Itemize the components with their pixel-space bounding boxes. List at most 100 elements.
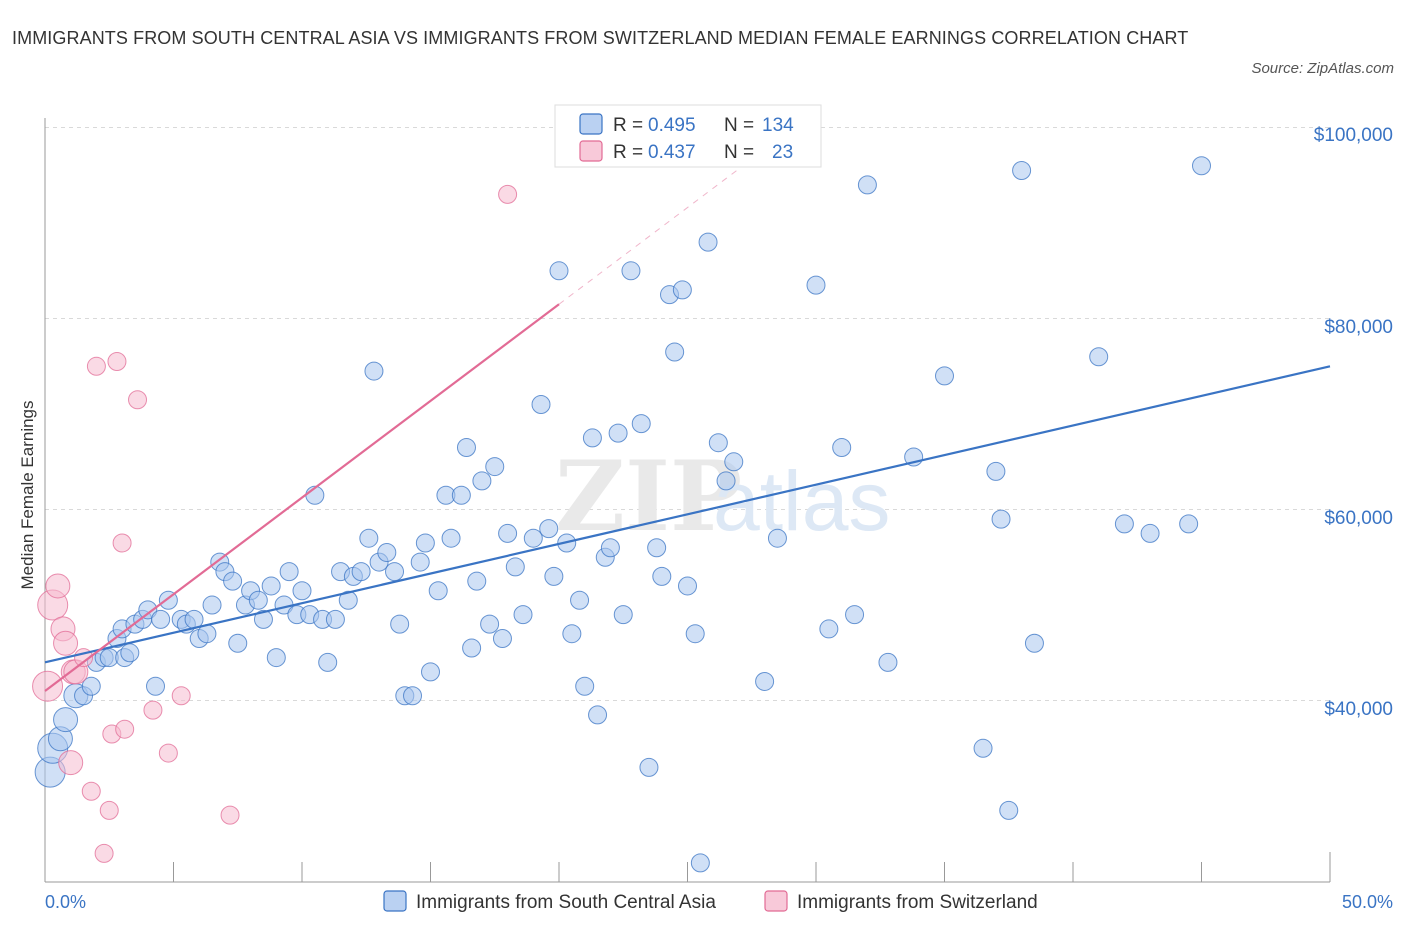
point-south-central-asia-13 [120, 643, 140, 663]
point-south-central-asia-59 [421, 662, 440, 682]
x-axis-ticks [44, 852, 1331, 882]
point-south-central-asia-52 [377, 543, 397, 563]
y-axis-tick-labels: $100,000 $80,000 $60,000 $40,000 [1314, 125, 1393, 720]
point-south-central-asia-106 [806, 275, 826, 295]
point-south-central-asia-104 [755, 671, 775, 691]
point-south-central-asia-92 [647, 538, 667, 558]
legend-n-value-blue: 134 [762, 115, 794, 136]
point-south-central-asia-86 [600, 538, 620, 558]
point-south-central-asia-89 [621, 261, 641, 281]
point-south-central-asia-34 [261, 576, 281, 596]
series-south-central-asia-points [34, 156, 1211, 873]
point-south-central-asia-16 [138, 600, 158, 620]
point-south-central-asia-108 [832, 437, 852, 457]
point-south-central-asia-97 [678, 576, 697, 596]
point-south-central-asia-62 [441, 528, 461, 548]
x-tick-label-max: 50.0% [1342, 892, 1393, 912]
point-switzerland-4 [53, 630, 79, 656]
legend-n-label-blue: N = [724, 115, 754, 136]
bottom-legend-swatch-pink [764, 890, 788, 912]
point-south-central-asia-73 [513, 605, 533, 625]
trend-line-switzerland-extension [558, 158, 753, 305]
point-south-central-asia-110 [857, 175, 877, 195]
point-south-central-asia-111 [878, 652, 898, 672]
point-south-central-asia-6 [81, 676, 101, 696]
point-switzerland-22 [498, 184, 518, 204]
legend-r-value-blue: 0.495 [648, 115, 696, 136]
point-switzerland-2 [45, 573, 71, 599]
y-tick-label-40000: $40,000 [1324, 699, 1393, 720]
point-south-central-asia-18 [151, 609, 171, 629]
bottom-legend-label-blue: Immigrants from South Central Asia [416, 892, 716, 913]
watermark-zip: ZIP [555, 440, 742, 553]
watermark: ZIP atlas [555, 440, 890, 553]
point-south-central-asia-70 [492, 628, 512, 648]
bottom-legend-swatch-blue [383, 890, 407, 912]
point-switzerland-21 [220, 805, 240, 825]
y-axis-title: Median Female Earnings [18, 401, 37, 590]
point-south-central-asia-17 [146, 676, 166, 696]
y-tick-label-100000: $100,000 [1314, 125, 1393, 146]
y-tick-label-60000: $60,000 [1324, 508, 1393, 529]
point-switzerland-12 [99, 800, 119, 820]
series-switzerland-points [32, 184, 518, 863]
y-tick-label-80000: $80,000 [1324, 317, 1393, 338]
point-south-central-asia-88 [613, 605, 633, 625]
point-switzerland-15 [112, 533, 132, 553]
point-south-central-asia-35 [266, 648, 286, 668]
point-south-central-asia-75 [531, 395, 551, 414]
point-switzerland-5 [58, 750, 84, 776]
point-south-central-asia-39 [292, 581, 312, 601]
point-south-central-asia-81 [570, 590, 590, 610]
point-switzerland-14 [107, 352, 127, 372]
point-south-central-asia-124 [1192, 156, 1211, 176]
point-switzerland-16 [115, 719, 135, 739]
point-south-central-asia-121 [1114, 514, 1134, 534]
point-south-central-asia-74 [523, 528, 543, 548]
bottom-legend-label-pink: Immigrants from Switzerland [797, 892, 1038, 913]
point-south-central-asia-58 [415, 533, 435, 553]
trend-line-south-central-asia [44, 365, 1331, 664]
point-south-central-asia-44 [325, 609, 345, 629]
point-south-central-asia-105 [767, 528, 787, 548]
point-south-central-asia-64 [456, 437, 476, 457]
point-switzerland-18 [143, 700, 163, 720]
point-south-central-asia-67 [472, 471, 492, 491]
grid-lines [45, 127, 1330, 702]
point-south-central-asia-80 [562, 624, 582, 644]
point-south-central-asia-32 [248, 590, 268, 610]
source-label: Source: ZipAtlas.com [1251, 60, 1394, 77]
trend-line-switzerland [44, 303, 560, 692]
point-switzerland-0 [32, 670, 64, 702]
point-south-central-asia-102 [716, 471, 736, 491]
point-south-central-asia-95 [665, 342, 685, 362]
point-south-central-asia-119 [1024, 633, 1044, 653]
point-switzerland-10 [86, 356, 106, 376]
point-south-central-asia-49 [359, 528, 379, 548]
point-south-central-asia-122 [1140, 523, 1160, 543]
point-south-central-asia-37 [279, 562, 299, 582]
point-south-central-asia-93 [652, 566, 672, 586]
point-south-central-asia-54 [390, 614, 410, 634]
point-south-central-asia-3 [53, 707, 79, 733]
point-south-central-asia-120 [1089, 347, 1109, 367]
point-south-central-asia-99 [690, 853, 710, 873]
point-south-central-asia-113 [935, 366, 954, 386]
point-south-central-asia-118 [1012, 161, 1032, 181]
chart-title: IMMIGRANTS FROM SOUTH CENTRAL ASIA VS IM… [12, 28, 1189, 48]
point-south-central-asia-46 [338, 590, 358, 610]
point-south-central-asia-65 [462, 638, 482, 658]
point-switzerland-9 [81, 781, 101, 801]
point-south-central-asia-98 [685, 624, 705, 644]
legend-r-label-blue: R = [613, 115, 643, 136]
point-south-central-asia-60 [428, 581, 448, 601]
point-south-central-asia-109 [845, 605, 865, 625]
legend-swatch-blue [579, 113, 603, 135]
point-south-central-asia-48 [351, 562, 371, 582]
point-south-central-asia-116 [991, 509, 1011, 529]
series-legend: Immigrants from South Central Asia Immig… [383, 890, 1038, 913]
point-switzerland-19 [158, 743, 178, 763]
point-south-central-asia-29 [228, 633, 248, 653]
point-south-central-asia-78 [549, 261, 569, 281]
